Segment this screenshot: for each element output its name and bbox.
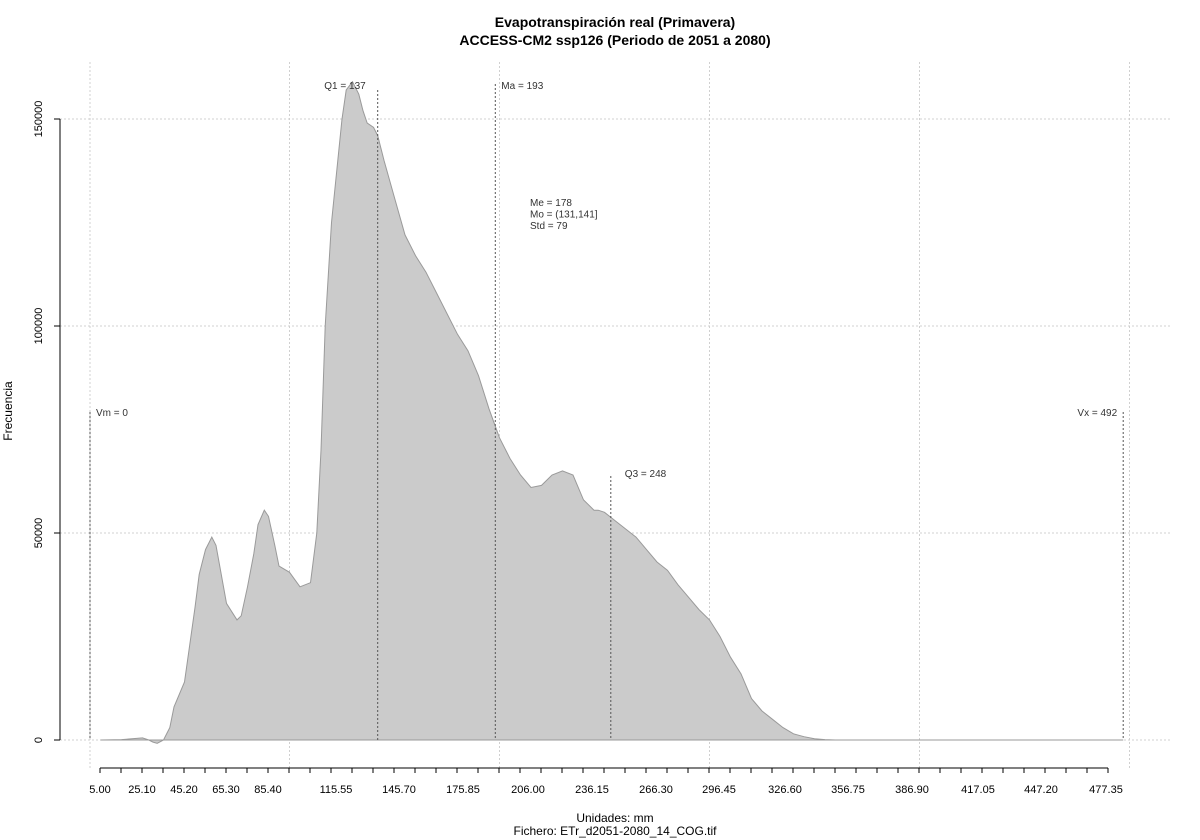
x-tick-label: 175.85	[446, 784, 480, 796]
annotation-label: Q3 = 248	[625, 469, 667, 480]
density-area	[100, 80, 1124, 744]
x-tick-label: 356.75	[831, 784, 865, 796]
x-tick-label: 296.45	[702, 784, 736, 796]
x-tick-label: 386.90	[895, 784, 929, 796]
x-tick-label: 266.30	[639, 784, 673, 796]
x-tick-label: 206.00	[511, 784, 545, 796]
file-caption: Fichero: ETr_d2051-2080_14_COG.tif	[513, 824, 717, 838]
x-tick-label: 45.20	[170, 784, 198, 796]
annotation-label: Vm = 0	[96, 408, 128, 419]
y-tick-label: 50000	[33, 518, 45, 549]
x-tick-label: 25.10	[128, 784, 156, 796]
annotation-label: Q1 = 137	[324, 81, 366, 92]
x-tick-label: 417.05	[961, 784, 995, 796]
x-tick-label: 85.40	[254, 784, 282, 796]
x-tick-label: 447.20	[1024, 784, 1058, 796]
x-tick-label: 477.35	[1089, 784, 1123, 796]
y-tick-label: 0	[33, 737, 45, 743]
stats-label: Mo = (131,141]	[530, 210, 598, 221]
annotation-label: Vx = 492	[1077, 408, 1117, 419]
stats-label: Std = 79	[530, 221, 568, 232]
x-tick-label: 5.00	[89, 784, 110, 796]
x-tick-label: 115.55	[320, 784, 353, 796]
x-axis-label: Unidades: mm	[576, 811, 654, 825]
chart-subtitle: ACCESS-CM2 ssp126 (Periodo de 2051 a 208…	[459, 32, 771, 48]
x-tick-label: 326.60	[768, 784, 802, 796]
stats-label: Me = 178	[530, 198, 572, 209]
annotation-label: Ma = 193	[501, 81, 543, 92]
y-tick-label: 150000	[33, 101, 45, 138]
chart-title: Evapotranspiración real (Primavera)	[494, 14, 736, 30]
x-tick-label: 65.30	[212, 784, 240, 796]
x-tick-label: 145.70	[382, 784, 416, 796]
x-tick-label: 236.15	[575, 784, 609, 796]
y-tick-label: 100000	[33, 308, 45, 345]
